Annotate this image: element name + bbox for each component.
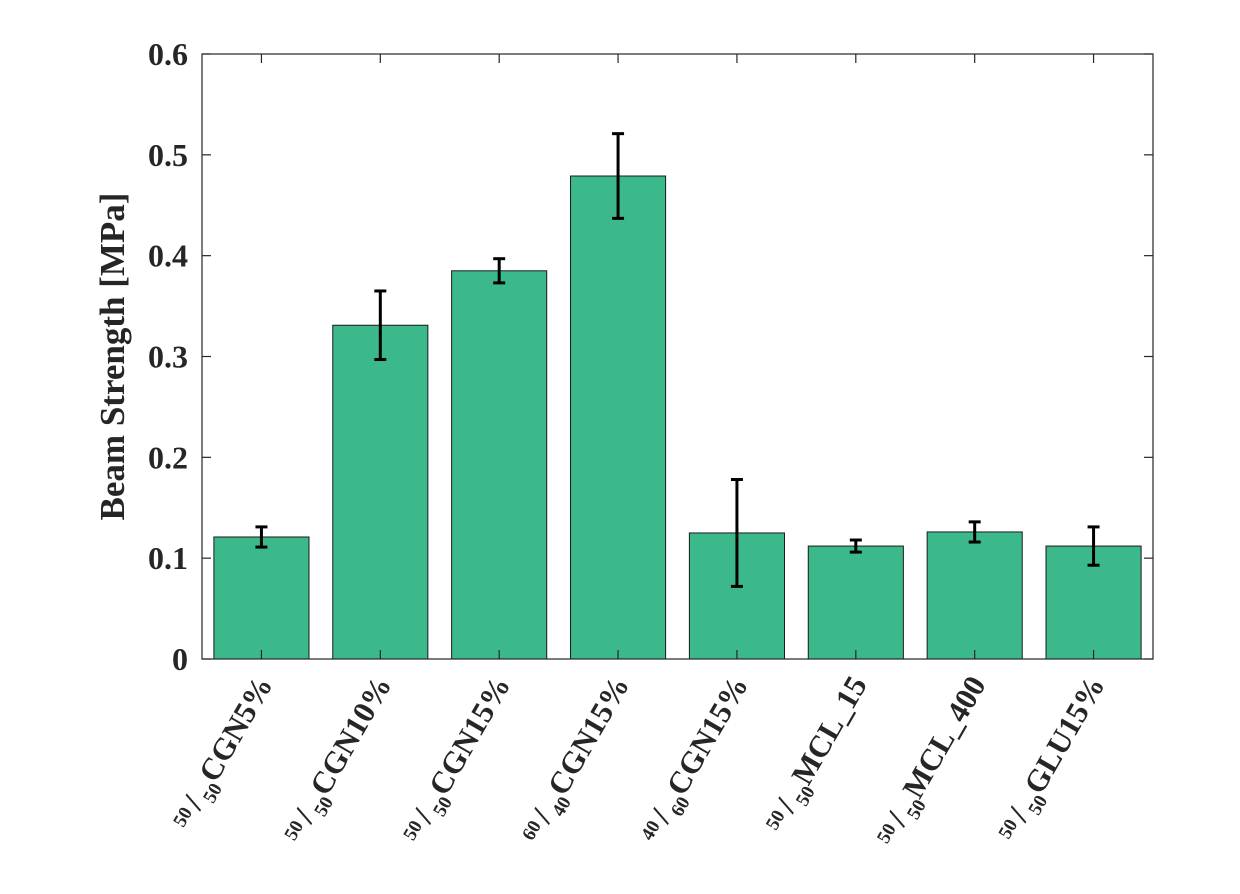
x-tick-label: 50/50MCL_400 <box>868 670 998 854</box>
y-tick-label: 0.2 <box>148 439 188 475</box>
error-bar <box>849 538 862 554</box>
x-tick-label: 40/60CGN15% <box>632 670 760 851</box>
x-tick-label: 60/40CGN15% <box>513 670 641 851</box>
y-tick-label: 0.5 <box>148 137 188 173</box>
y-tick-label: 0 <box>172 641 188 677</box>
x-tick-label: 50/50CGN5% <box>164 670 285 838</box>
error-bar <box>968 520 981 544</box>
bar <box>213 536 310 660</box>
error-bar <box>612 132 625 220</box>
error-bar <box>1087 525 1100 567</box>
error-bar <box>374 289 387 362</box>
x-tick-label: 50/50CGN10% <box>275 670 403 851</box>
y-tick-label: 0.3 <box>148 339 188 375</box>
y-axis-label: Beam Strength [MPa] <box>93 193 132 521</box>
x-tick-label: 50/50MCL_15 <box>757 670 879 841</box>
bar <box>570 175 667 660</box>
bar <box>451 270 548 660</box>
y-tick-label: 0.4 <box>148 238 188 274</box>
error-bar <box>255 525 268 549</box>
x-tick-label: 50/50GLU15% <box>989 670 1116 850</box>
error-bar <box>730 478 743 588</box>
bar <box>926 531 1023 660</box>
bar <box>332 324 429 660</box>
x-tick-label: 50/50CGN15% <box>394 670 522 851</box>
error-bar <box>493 257 506 285</box>
y-tick-label: 0.6 <box>148 36 188 72</box>
y-tick-label: 0.1 <box>148 540 188 576</box>
bar <box>807 545 904 660</box>
